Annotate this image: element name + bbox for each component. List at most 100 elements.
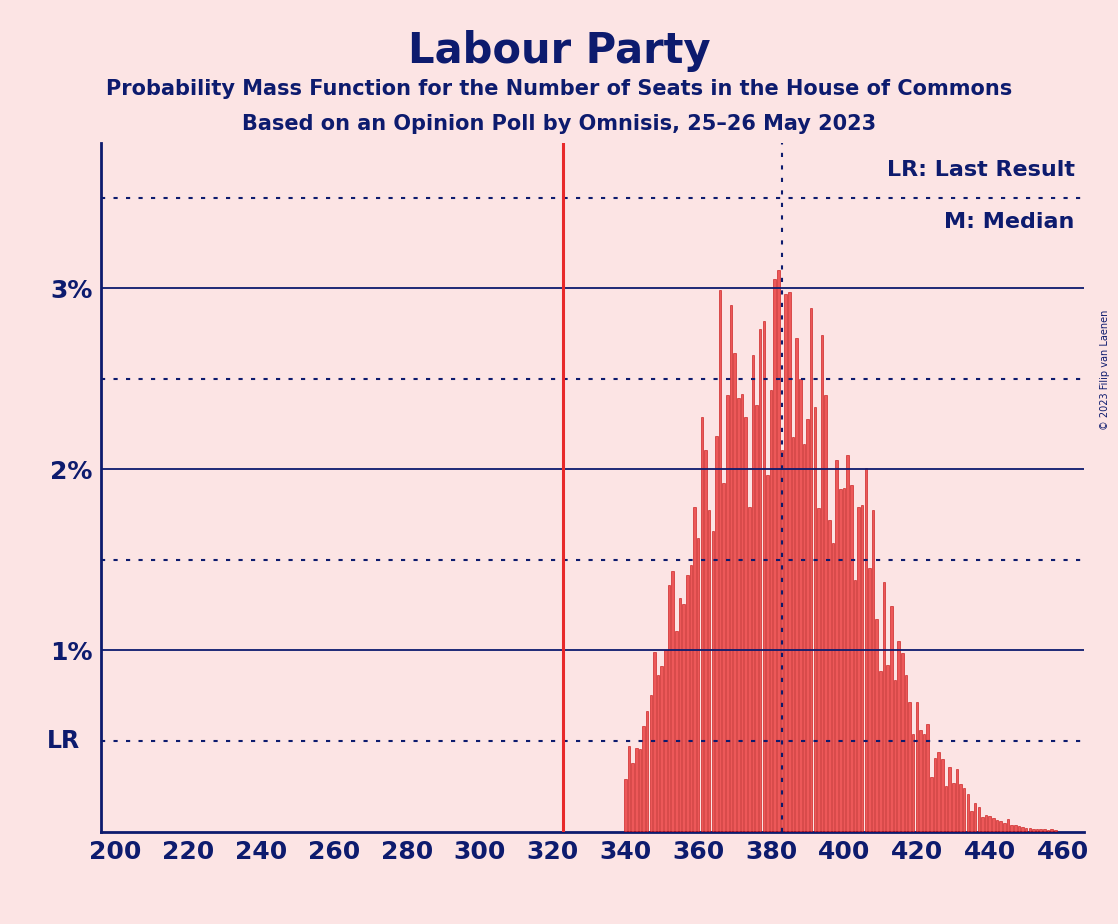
Bar bbox=[916, 702, 918, 832]
Bar bbox=[948, 767, 951, 832]
Bar bbox=[701, 417, 703, 832]
Bar bbox=[956, 769, 958, 832]
Bar bbox=[838, 489, 842, 832]
Bar bbox=[722, 482, 724, 832]
Bar bbox=[846, 455, 849, 832]
Text: LR: Last Result: LR: Last Result bbox=[887, 161, 1074, 180]
Text: LR: LR bbox=[47, 729, 79, 753]
Bar bbox=[953, 783, 955, 832]
Bar bbox=[667, 585, 671, 832]
Bar bbox=[1046, 830, 1050, 832]
Bar bbox=[690, 565, 692, 832]
Bar bbox=[835, 460, 838, 832]
Bar bbox=[912, 734, 915, 832]
Bar bbox=[1040, 829, 1042, 832]
Bar bbox=[883, 582, 885, 832]
Bar bbox=[748, 506, 750, 832]
Text: © 2023 Filip van Laenen: © 2023 Filip van Laenen bbox=[1100, 310, 1109, 430]
Bar bbox=[737, 398, 740, 832]
Bar bbox=[682, 603, 685, 832]
Bar bbox=[959, 784, 961, 832]
Bar bbox=[937, 752, 940, 832]
Bar bbox=[864, 468, 868, 832]
Bar bbox=[730, 305, 732, 832]
Text: Probability Mass Function for the Number of Seats in the House of Commons: Probability Mass Function for the Number… bbox=[106, 79, 1012, 99]
Bar bbox=[788, 292, 790, 832]
Bar bbox=[1021, 827, 1024, 832]
Bar bbox=[887, 665, 889, 832]
Bar bbox=[650, 695, 652, 832]
Bar bbox=[908, 702, 911, 832]
Bar bbox=[1043, 829, 1045, 832]
Bar bbox=[930, 777, 932, 832]
Bar bbox=[1025, 829, 1027, 832]
Bar bbox=[1006, 820, 1010, 832]
Bar bbox=[945, 786, 947, 832]
Bar bbox=[642, 726, 645, 832]
Bar bbox=[934, 759, 937, 832]
Bar bbox=[919, 730, 921, 832]
Bar bbox=[824, 395, 827, 832]
Bar bbox=[898, 640, 900, 832]
Bar bbox=[985, 815, 987, 832]
Bar bbox=[858, 506, 860, 832]
Bar bbox=[869, 568, 871, 832]
Bar bbox=[941, 760, 944, 832]
Text: Based on an Opinion Poll by Omnisis, 25–26 May 2023: Based on an Opinion Poll by Omnisis, 25–… bbox=[241, 114, 877, 134]
Bar bbox=[704, 450, 707, 832]
Bar bbox=[1011, 824, 1013, 832]
Bar bbox=[843, 488, 845, 832]
Bar bbox=[726, 395, 729, 832]
Text: Labour Party: Labour Party bbox=[408, 30, 710, 71]
Bar bbox=[970, 811, 973, 832]
Bar bbox=[777, 270, 779, 832]
Bar bbox=[774, 279, 776, 832]
Bar bbox=[1014, 825, 1016, 832]
Bar bbox=[766, 475, 769, 832]
Bar bbox=[740, 395, 743, 832]
Bar bbox=[693, 507, 695, 832]
Bar bbox=[872, 510, 874, 832]
Bar bbox=[1032, 829, 1035, 832]
Bar bbox=[890, 606, 892, 832]
Bar bbox=[1035, 829, 1039, 832]
Bar bbox=[733, 353, 736, 832]
Bar bbox=[759, 329, 761, 832]
Bar bbox=[679, 599, 681, 832]
Bar bbox=[996, 821, 998, 832]
Bar bbox=[795, 338, 798, 832]
Bar bbox=[1003, 823, 1005, 832]
Bar bbox=[963, 788, 966, 832]
Bar bbox=[1029, 828, 1031, 832]
Bar bbox=[770, 390, 773, 832]
Bar bbox=[653, 652, 656, 832]
Bar bbox=[821, 334, 823, 832]
Bar bbox=[708, 510, 710, 832]
Bar bbox=[697, 538, 700, 832]
Bar bbox=[646, 711, 648, 832]
Bar bbox=[974, 803, 976, 832]
Bar bbox=[828, 519, 831, 832]
Bar bbox=[751, 356, 755, 832]
Bar bbox=[982, 818, 984, 832]
Bar bbox=[719, 289, 721, 832]
Bar bbox=[999, 821, 1002, 832]
Bar bbox=[1017, 826, 1020, 832]
Bar bbox=[1054, 831, 1057, 832]
Bar bbox=[806, 419, 808, 832]
Bar bbox=[814, 407, 816, 832]
Bar bbox=[809, 308, 813, 832]
Bar bbox=[624, 779, 626, 832]
Bar bbox=[875, 618, 878, 832]
Bar bbox=[792, 437, 794, 832]
Bar bbox=[854, 580, 856, 832]
Bar bbox=[686, 575, 689, 832]
Bar bbox=[716, 436, 718, 832]
Bar bbox=[635, 748, 637, 832]
Bar bbox=[675, 631, 678, 832]
Bar bbox=[661, 665, 663, 832]
Bar bbox=[850, 484, 853, 832]
Bar bbox=[992, 818, 995, 832]
Bar bbox=[627, 746, 631, 832]
Bar bbox=[803, 444, 805, 832]
